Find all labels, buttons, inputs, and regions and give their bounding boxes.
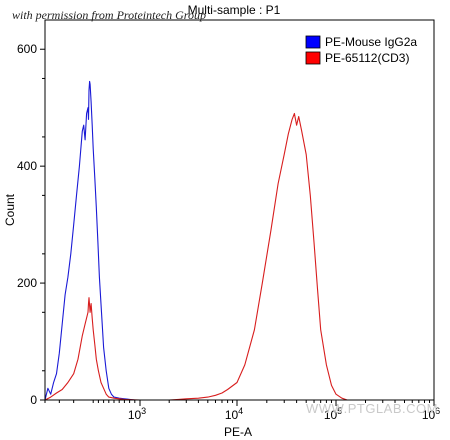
watermark-text: WWW.PTGLAB.COM xyxy=(306,401,438,416)
legend-swatch-2 xyxy=(305,51,321,65)
y-tick-label: 200 xyxy=(17,276,37,290)
credit-text: with permission from Proteintech Group xyxy=(12,8,206,22)
legend-swatch-1 xyxy=(305,35,321,49)
legend-label-2: PE-65112(CD3) xyxy=(325,51,409,65)
legend: PE-Mouse IgG2a PE-65112(CD3) xyxy=(305,35,417,65)
plot-frame xyxy=(44,19,435,401)
y-axis-label: Count xyxy=(3,193,17,226)
legend-label-1: PE-Mouse IgG2a xyxy=(325,35,417,49)
chart-title: Multi-sample : P1 xyxy=(188,3,281,17)
plot-area xyxy=(44,80,348,401)
y-tick-label: 400 xyxy=(17,159,37,173)
x-tick-label: 103 xyxy=(128,406,146,422)
y-tick-label: 0 xyxy=(30,393,37,407)
series-line-1 xyxy=(44,80,135,401)
series-line-2 xyxy=(44,112,348,401)
x-tick-label: 104 xyxy=(225,406,243,422)
y-tick-label: 600 xyxy=(17,42,37,56)
x-axis-label: PE-A xyxy=(224,425,252,439)
